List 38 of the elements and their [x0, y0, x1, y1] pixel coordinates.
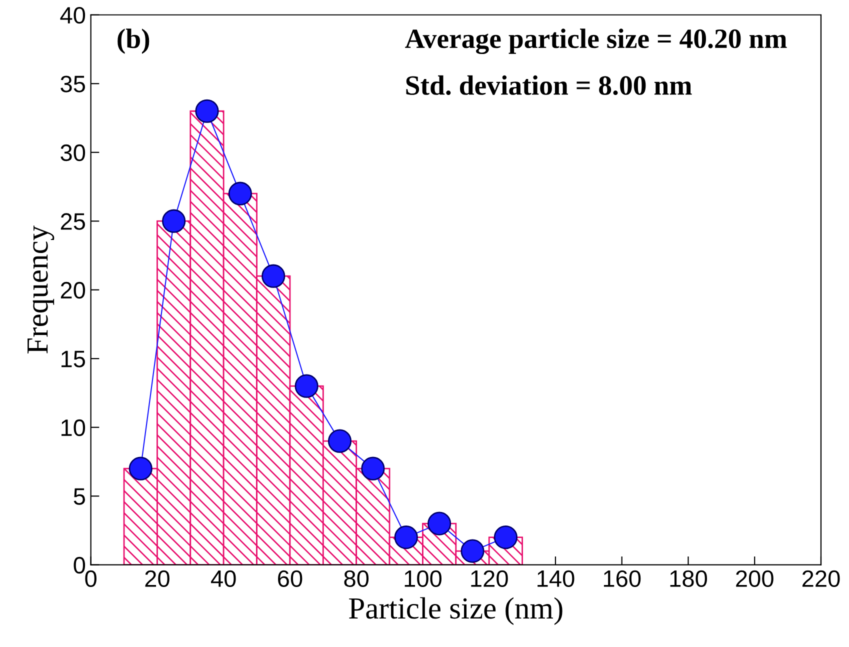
y-tick-label: 10 [62, 419, 86, 436]
x-tick-label: 100 [404, 570, 442, 588]
annotation: (b) [118, 28, 150, 54]
y-tick-label: 40 [60, 6, 86, 24]
point [328, 429, 352, 453]
x-axis-title: Particle size (nm) [349, 597, 562, 625]
x-tick-label: 200 [736, 570, 774, 588]
annotation: Average particle size = 40.20 nm [405, 28, 787, 54]
x-tick-label: 160 [604, 570, 641, 588]
y-tick-label: 5 [74, 488, 85, 505]
y-tick-label: 0 [74, 556, 86, 574]
point [294, 374, 318, 398]
point [460, 539, 484, 563]
y-tick-label: 25 [60, 213, 85, 230]
point [494, 526, 518, 550]
annotation: Std. deviation = 8.00 nm [406, 75, 692, 96]
point [195, 99, 219, 123]
point [262, 264, 286, 288]
x-tick-label: 0 [85, 570, 96, 588]
point [228, 182, 252, 206]
x-tick-label: 40 [211, 570, 236, 588]
point [428, 512, 452, 536]
point [162, 209, 186, 233]
x-tick-label: 60 [278, 570, 302, 588]
x-tick-label: 140 [538, 570, 574, 588]
point [394, 526, 418, 550]
y-tick-label: 15 [62, 350, 85, 368]
y-tick-label: 35 [60, 76, 85, 92]
x-tick-label: 80 [344, 570, 369, 588]
point [361, 456, 385, 480]
y-tick-label: 30 [60, 144, 86, 162]
x-tick-label: 180 [670, 570, 708, 588]
x-tick-label: 20 [145, 570, 170, 588]
x-tick-label: 120 [471, 570, 508, 588]
y-tick-label: 20 [60, 282, 86, 299]
point [128, 456, 152, 480]
x-tick-label: 220 [802, 570, 840, 588]
y-axis-title: Frequency [28, 225, 54, 354]
